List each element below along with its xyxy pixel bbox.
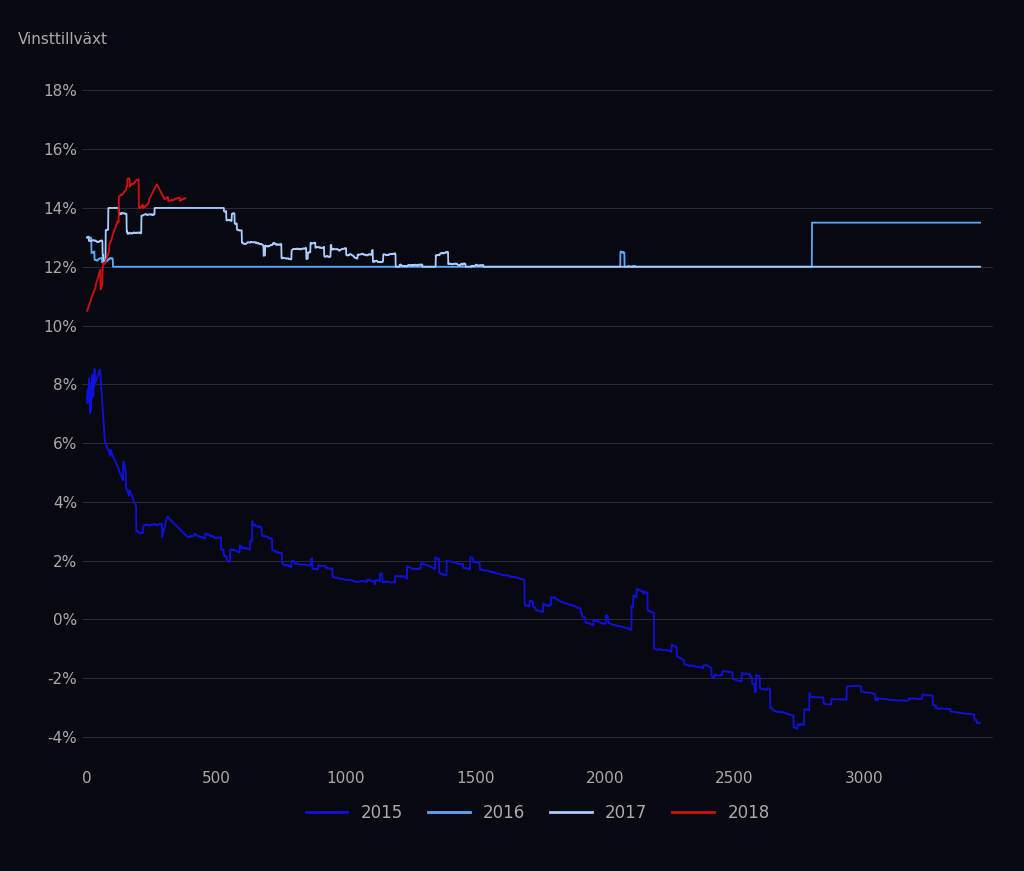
2017 xyxy=(389,261,401,272)
2018 xyxy=(121,173,133,184)
2018 xyxy=(98,258,111,268)
2018 xyxy=(154,186,166,196)
2016 xyxy=(713,261,725,272)
2018 xyxy=(139,201,152,212)
2018 xyxy=(81,306,93,316)
2018 xyxy=(125,179,137,190)
2016 xyxy=(81,232,93,242)
2017 xyxy=(151,203,163,213)
2016 xyxy=(974,218,986,228)
2018 xyxy=(135,201,147,212)
2017 xyxy=(81,232,93,242)
2017 xyxy=(974,261,986,272)
Line: 2016: 2016 xyxy=(87,223,980,267)
2015 xyxy=(713,671,725,681)
2015 xyxy=(151,520,163,530)
2017 xyxy=(714,261,726,272)
2016 xyxy=(233,261,246,272)
Line: 2018: 2018 xyxy=(87,179,185,311)
2015 xyxy=(255,525,267,536)
2016 xyxy=(106,261,119,272)
2017 xyxy=(102,203,115,213)
2016 xyxy=(489,261,502,272)
2016 xyxy=(806,218,818,228)
2017 xyxy=(233,226,246,236)
2016 xyxy=(151,261,163,272)
2017 xyxy=(255,239,267,249)
2015 xyxy=(792,724,804,734)
Legend: 2015, 2016, 2017, 2018: 2015, 2016, 2017, 2018 xyxy=(299,797,776,828)
2017 xyxy=(916,261,929,272)
2015 xyxy=(88,364,100,375)
2016 xyxy=(916,218,929,228)
Text: Vinsttillväxt: Vinsttillväxt xyxy=(18,32,109,47)
2015 xyxy=(916,690,929,700)
2015 xyxy=(233,547,246,557)
Line: 2017: 2017 xyxy=(87,208,980,267)
2015 xyxy=(489,568,502,578)
2018 xyxy=(157,190,169,200)
2017 xyxy=(489,261,502,272)
Line: 2015: 2015 xyxy=(87,369,980,729)
2018 xyxy=(179,192,191,203)
2016 xyxy=(255,261,267,272)
2015 xyxy=(81,392,93,402)
2015 xyxy=(974,718,986,728)
